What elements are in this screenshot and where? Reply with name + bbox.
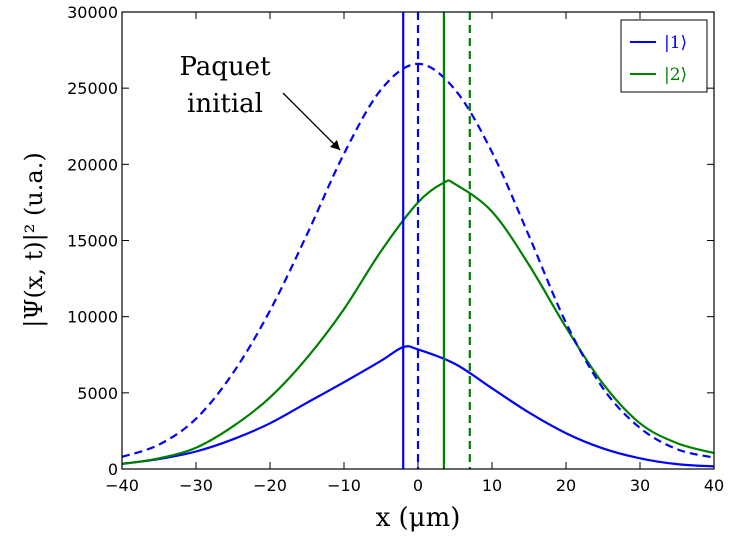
series-line-2 — [121, 62, 715, 459]
y-tick-label: 20000 — [67, 155, 118, 174]
x-tick-label: 20 — [556, 476, 576, 495]
legend: |1⟩ |2⟩ — [620, 19, 708, 93]
annotation-line-1: Paquet — [179, 52, 271, 82]
annotation-arrowhead — [330, 140, 340, 150]
legend-label-2: |2⟩ — [664, 65, 687, 85]
x-tick-label: −20 — [253, 476, 287, 495]
y-axis-label: |Ψ(x, t)|² (u.a.) — [20, 152, 49, 327]
x-tick-label: −30 — [179, 476, 213, 495]
annotation-line-2: initial — [187, 89, 263, 119]
axis-ticks: −40 −30 −20 −10 0 10 20 30 40 0 5000 10000 15000 2000… — [67, 3, 724, 495]
annotation: Paquet initial — [179, 52, 341, 151]
annotation-arrow — [282, 92, 341, 151]
y-tick-label: 10000 — [67, 308, 118, 327]
legend-box — [620, 19, 708, 93]
plot-frame — [121, 11, 715, 470]
x-tick-label: 10 — [482, 476, 502, 495]
series-line-0 — [121, 345, 715, 468]
x-tick-label: 0 — [413, 476, 423, 495]
x-tick-label: 40 — [704, 476, 724, 495]
data-series — [121, 62, 715, 468]
x-tick-label: −10 — [327, 476, 361, 495]
legend-label-1: |1⟩ — [664, 33, 687, 53]
y-tick-label: 0 — [108, 460, 118, 479]
y-tick-label: 30000 — [67, 3, 118, 22]
series-line-1 — [121, 179, 715, 466]
x-tick-label: 30 — [630, 476, 650, 495]
y-tick-label: 5000 — [77, 384, 118, 403]
x-tick-label: −40 — [105, 476, 139, 495]
x-axis-label: x (μm) — [376, 503, 461, 533]
y-tick-label: 15000 — [67, 232, 118, 251]
y-tick-label: 25000 — [67, 79, 118, 98]
mean-position-lines — [402, 12, 471, 469]
